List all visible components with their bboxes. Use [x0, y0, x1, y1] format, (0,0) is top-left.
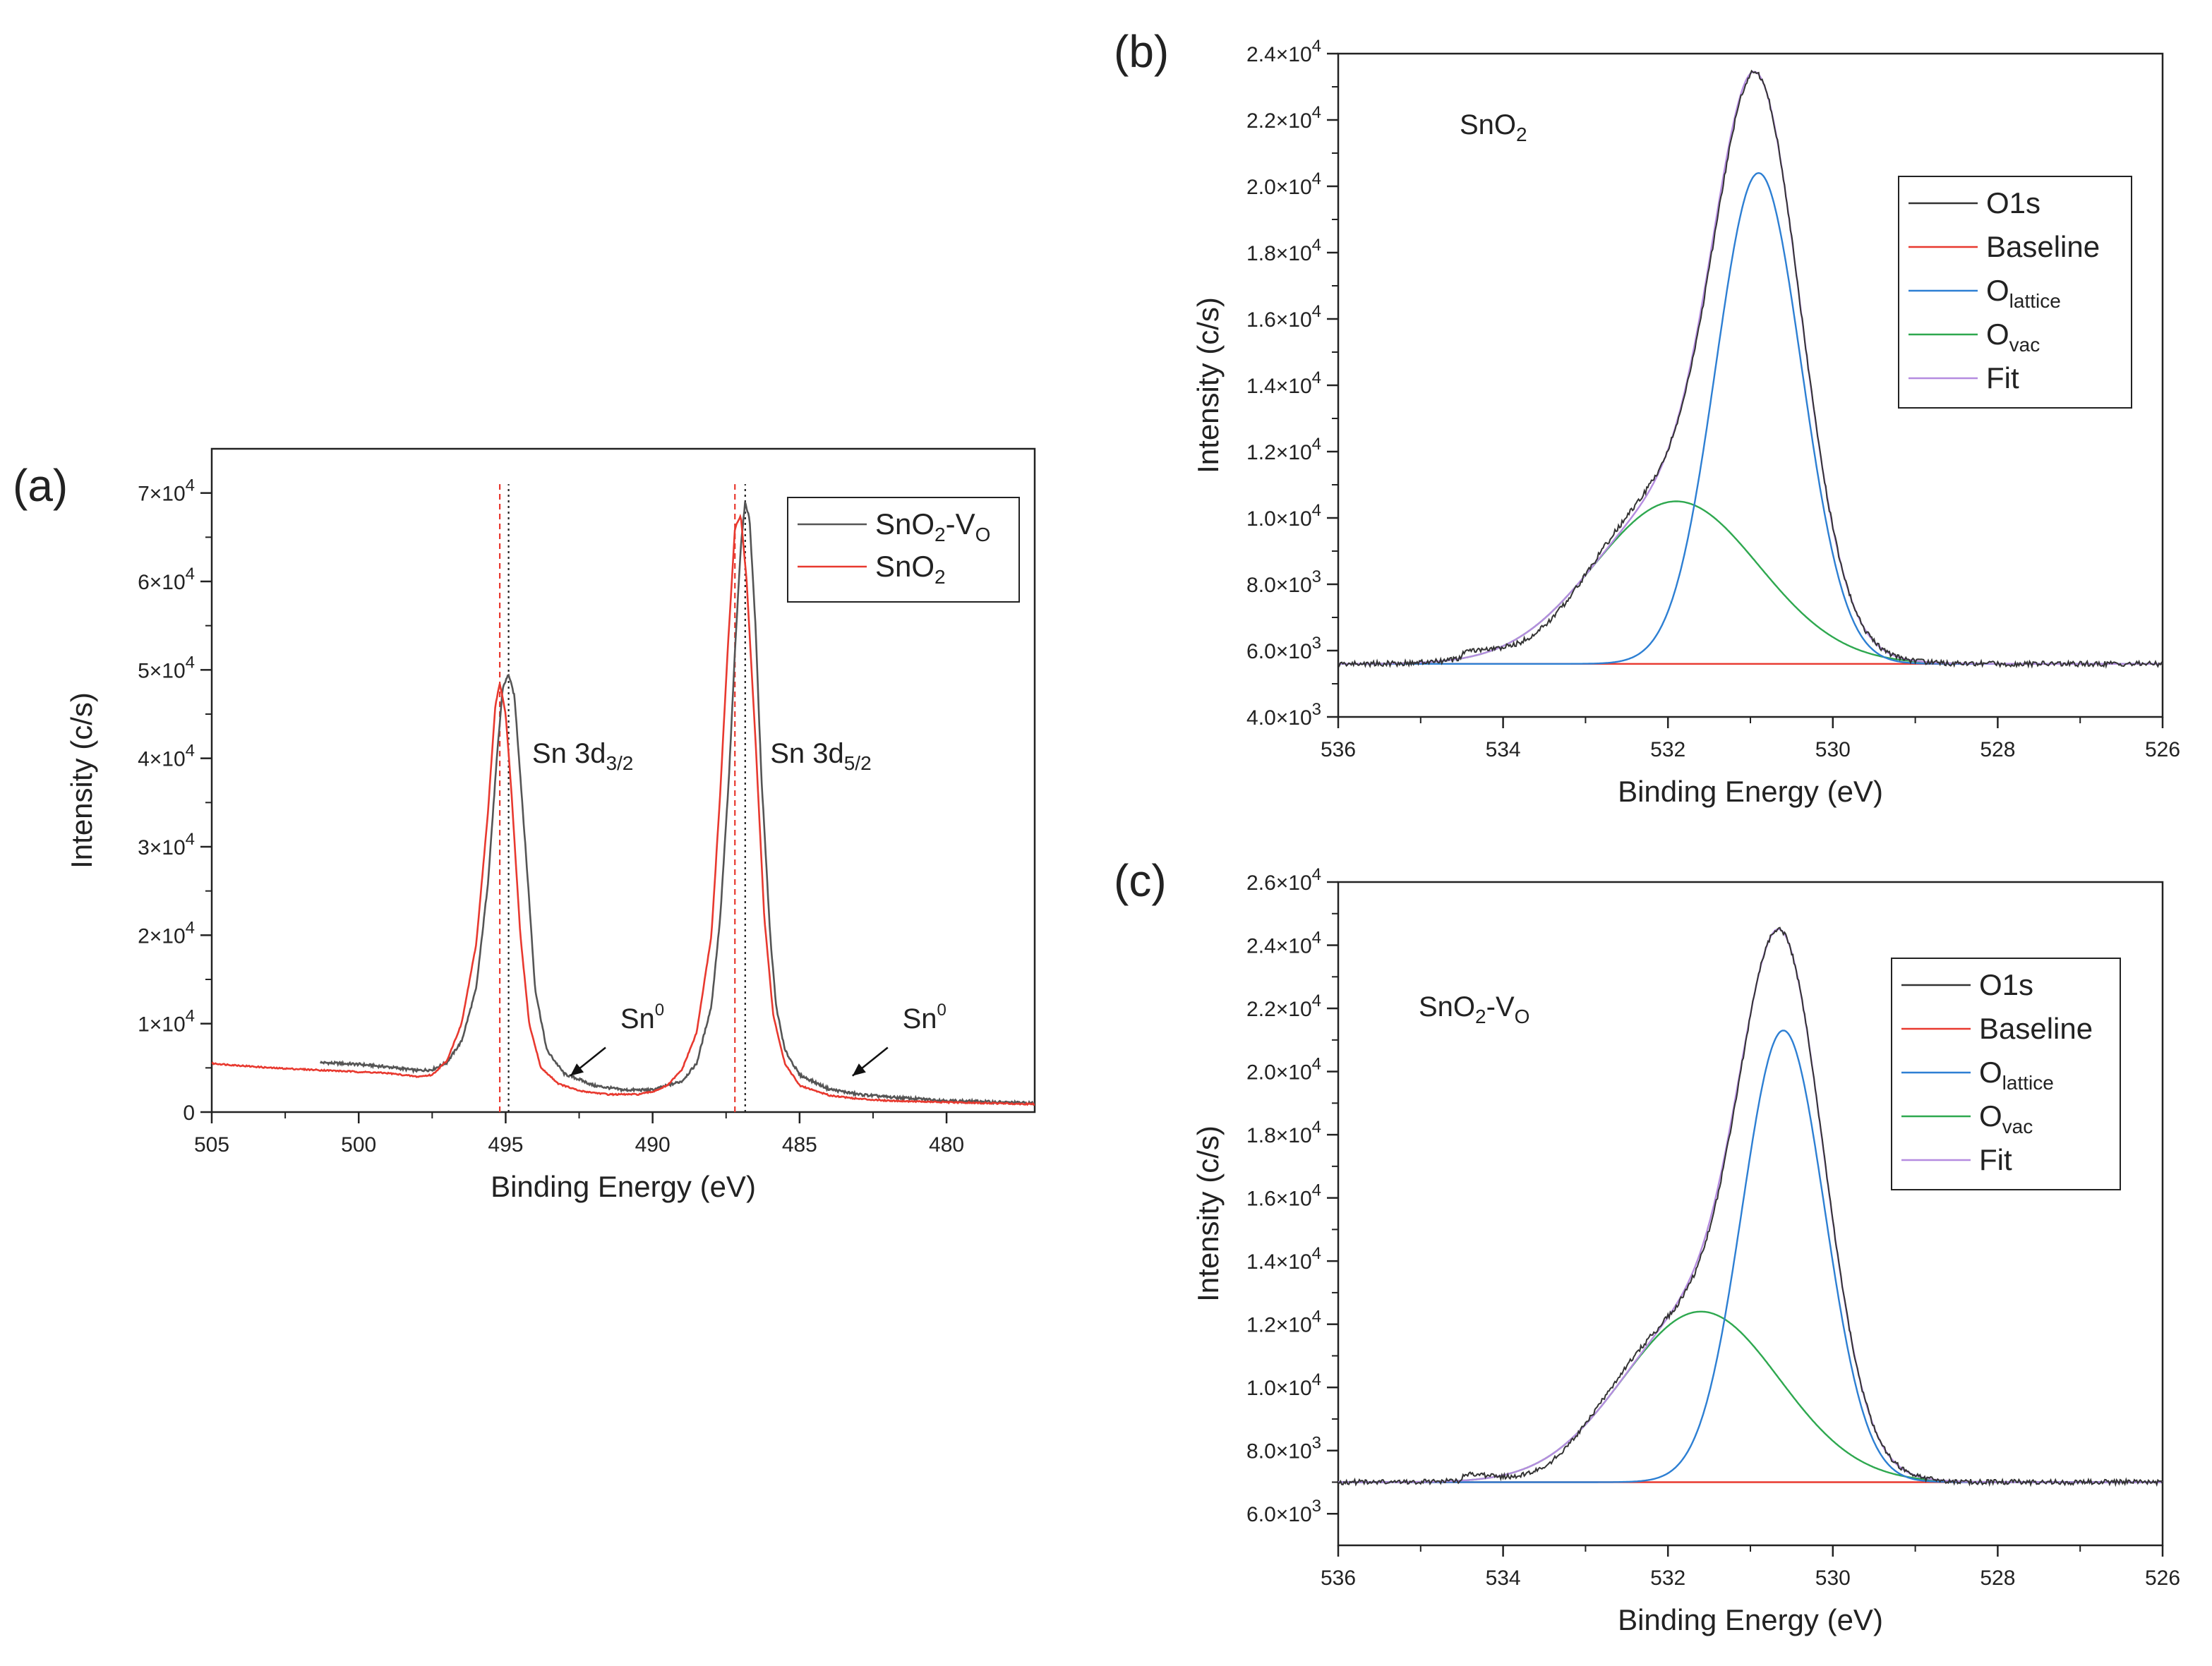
x-tick-label: 530 [1815, 738, 1851, 761]
legend-entry: Fit [1986, 361, 2019, 394]
peak-annotation: Sn0 [620, 1001, 664, 1034]
y-tick-label: 2.4×104 [1246, 37, 1321, 66]
y-tick-label: 2.2×104 [1246, 103, 1321, 133]
y-tick-label: 1.6×104 [1246, 302, 1321, 332]
legend-entry: Baseline [1986, 230, 2100, 263]
x-tick-label: 534 [1486, 738, 1521, 761]
panel-a-sn3d-chart: (a) 505 500 495 490 485 480 0 1×104 2×104 3×104 4×1… [13, 447, 1036, 1203]
legend-entry: O1s [1979, 968, 2033, 1001]
legend: O1s Baseline Olattice Ovac Fit [1898, 176, 2132, 409]
legend-entry: Baseline [1979, 1012, 2093, 1045]
legend-box [1891, 958, 2121, 1190]
y-tick-label: 1.8×104 [1246, 236, 1321, 265]
y-tick-label: 4.0×103 [1246, 700, 1321, 730]
peak-annotation: Sn 3d3/2 [532, 738, 633, 774]
y-axis-title: Intensity (c/s) [1191, 1125, 1225, 1302]
x-tick-label: 526 [2145, 1567, 2180, 1590]
y-tick-label: 4×104 [138, 742, 195, 771]
panel-b-o1s-sno2-chart: (b) 536 534 532 530 528 526 4.0×103 6.0×103 8.0×1… [1114, 26, 2180, 808]
y-tick-label: 1.4×104 [1246, 1244, 1321, 1274]
x-tick-label: 536 [1321, 1567, 1356, 1590]
legend-entry: Olattice [1979, 1056, 2054, 1094]
x-tick-label: 530 [1815, 1567, 1851, 1590]
sample-label: SnO2-VO [1419, 991, 1529, 1027]
x-tick-label: 532 [1650, 738, 1685, 761]
y-tick-label: 8.0×103 [1246, 567, 1321, 597]
legend: SnO2-VO SnO2 [787, 497, 1020, 603]
panel-label: (a) [13, 460, 68, 511]
peak-annotation: Sn 3d5/2 [770, 738, 871, 774]
legend-entry: Ovac [1986, 318, 2040, 356]
x-axis-title: Binding Energy (eV) [1618, 1603, 1883, 1636]
y-tick-label: 1.0×104 [1246, 1370, 1321, 1400]
y-tick-label: 2.6×104 [1246, 865, 1321, 895]
y-tick-label: 6.0×103 [1246, 634, 1321, 663]
legend-entry: O1s [1986, 186, 2040, 219]
panel-label: (b) [1114, 26, 1169, 77]
y-tick-label: 0 [183, 1101, 195, 1125]
legend-entry: SnO2 [875, 550, 946, 588]
y-tick-label: 1.2×104 [1246, 435, 1321, 464]
y-tick-label: 5×104 [138, 653, 195, 682]
x-tick-label: 505 [194, 1133, 229, 1157]
y-tick-label: 1.8×104 [1246, 1118, 1321, 1147]
x-tick-label: 532 [1650, 1567, 1685, 1590]
y-tick-label: 1.6×104 [1246, 1181, 1321, 1211]
x-tick-label: 526 [2145, 738, 2180, 761]
panel-label: (c) [1114, 855, 1167, 906]
peak-annotation: Sn0 [903, 1001, 946, 1034]
legend-entry: Fit [1979, 1143, 2012, 1176]
y-tick-label: 1.2×104 [1246, 1308, 1321, 1337]
series-line-SnO2 [212, 514, 1035, 1106]
y-tick-label: 6.0×103 [1246, 1497, 1321, 1526]
legend-box [1898, 176, 2132, 409]
y-tick-label: 1.0×104 [1246, 501, 1321, 531]
y-tick-label: 1.4×104 [1246, 368, 1321, 398]
y-tick-label: 2.0×104 [1246, 169, 1321, 199]
x-tick-label: 536 [1321, 738, 1356, 761]
x-tick-label: 490 [635, 1133, 671, 1157]
legend-entry: SnO2-VO [875, 507, 990, 545]
legend-entry: Olattice [1986, 274, 2061, 312]
x-tick-label: 528 [1980, 1567, 2015, 1590]
y-tick-label: 6×104 [138, 565, 195, 594]
series-line-O1s [1338, 926, 2163, 1487]
x-tick-label: 528 [1980, 738, 2015, 761]
series-line-Ovac [1338, 1310, 2163, 1483]
y-tick-label: 1×104 [138, 1007, 195, 1037]
y-axis-title: Intensity (c/s) [65, 692, 98, 869]
y-tick-label: 2×104 [138, 918, 195, 948]
sample-label: SnO2 [1460, 109, 1527, 145]
x-tick-label: 485 [782, 1133, 817, 1157]
y-tick-label: 8.0×103 [1246, 1434, 1321, 1463]
legend-box [787, 497, 1020, 603]
annotation-arrowhead [570, 1063, 584, 1076]
x-axis-title: Binding Energy (eV) [491, 1170, 756, 1203]
x-tick-label: 480 [929, 1133, 964, 1157]
plot-frame [210, 447, 1036, 1113]
x-tick-label: 500 [341, 1133, 376, 1157]
y-tick-label: 2.0×104 [1246, 1055, 1321, 1085]
annotation-arrowhead [852, 1063, 866, 1076]
panel-c-o1s-sno2-vo-chart: (c) 536 534 532 530 528 526 6.0×103 8.0×103 1.0×1… [1114, 855, 2180, 1636]
y-tick-label: 7×104 [138, 476, 195, 506]
x-tick-label: 534 [1486, 1567, 1521, 1590]
series-line-O1s [1338, 69, 2163, 669]
x-axis-title: Binding Energy (eV) [1618, 775, 1883, 808]
legend-entry: Ovac [1979, 1099, 2033, 1137]
series-line-Ovac [1338, 500, 2163, 665]
y-tick-label: 2.4×104 [1246, 929, 1321, 958]
y-tick-label: 3×104 [138, 830, 195, 859]
x-tick-label: 495 [488, 1133, 523, 1157]
y-axis-title: Intensity (c/s) [1191, 297, 1225, 473]
y-tick-label: 2.2×104 [1246, 991, 1321, 1021]
legend: O1s Baseline Olattice Ovac Fit [1891, 958, 2121, 1190]
